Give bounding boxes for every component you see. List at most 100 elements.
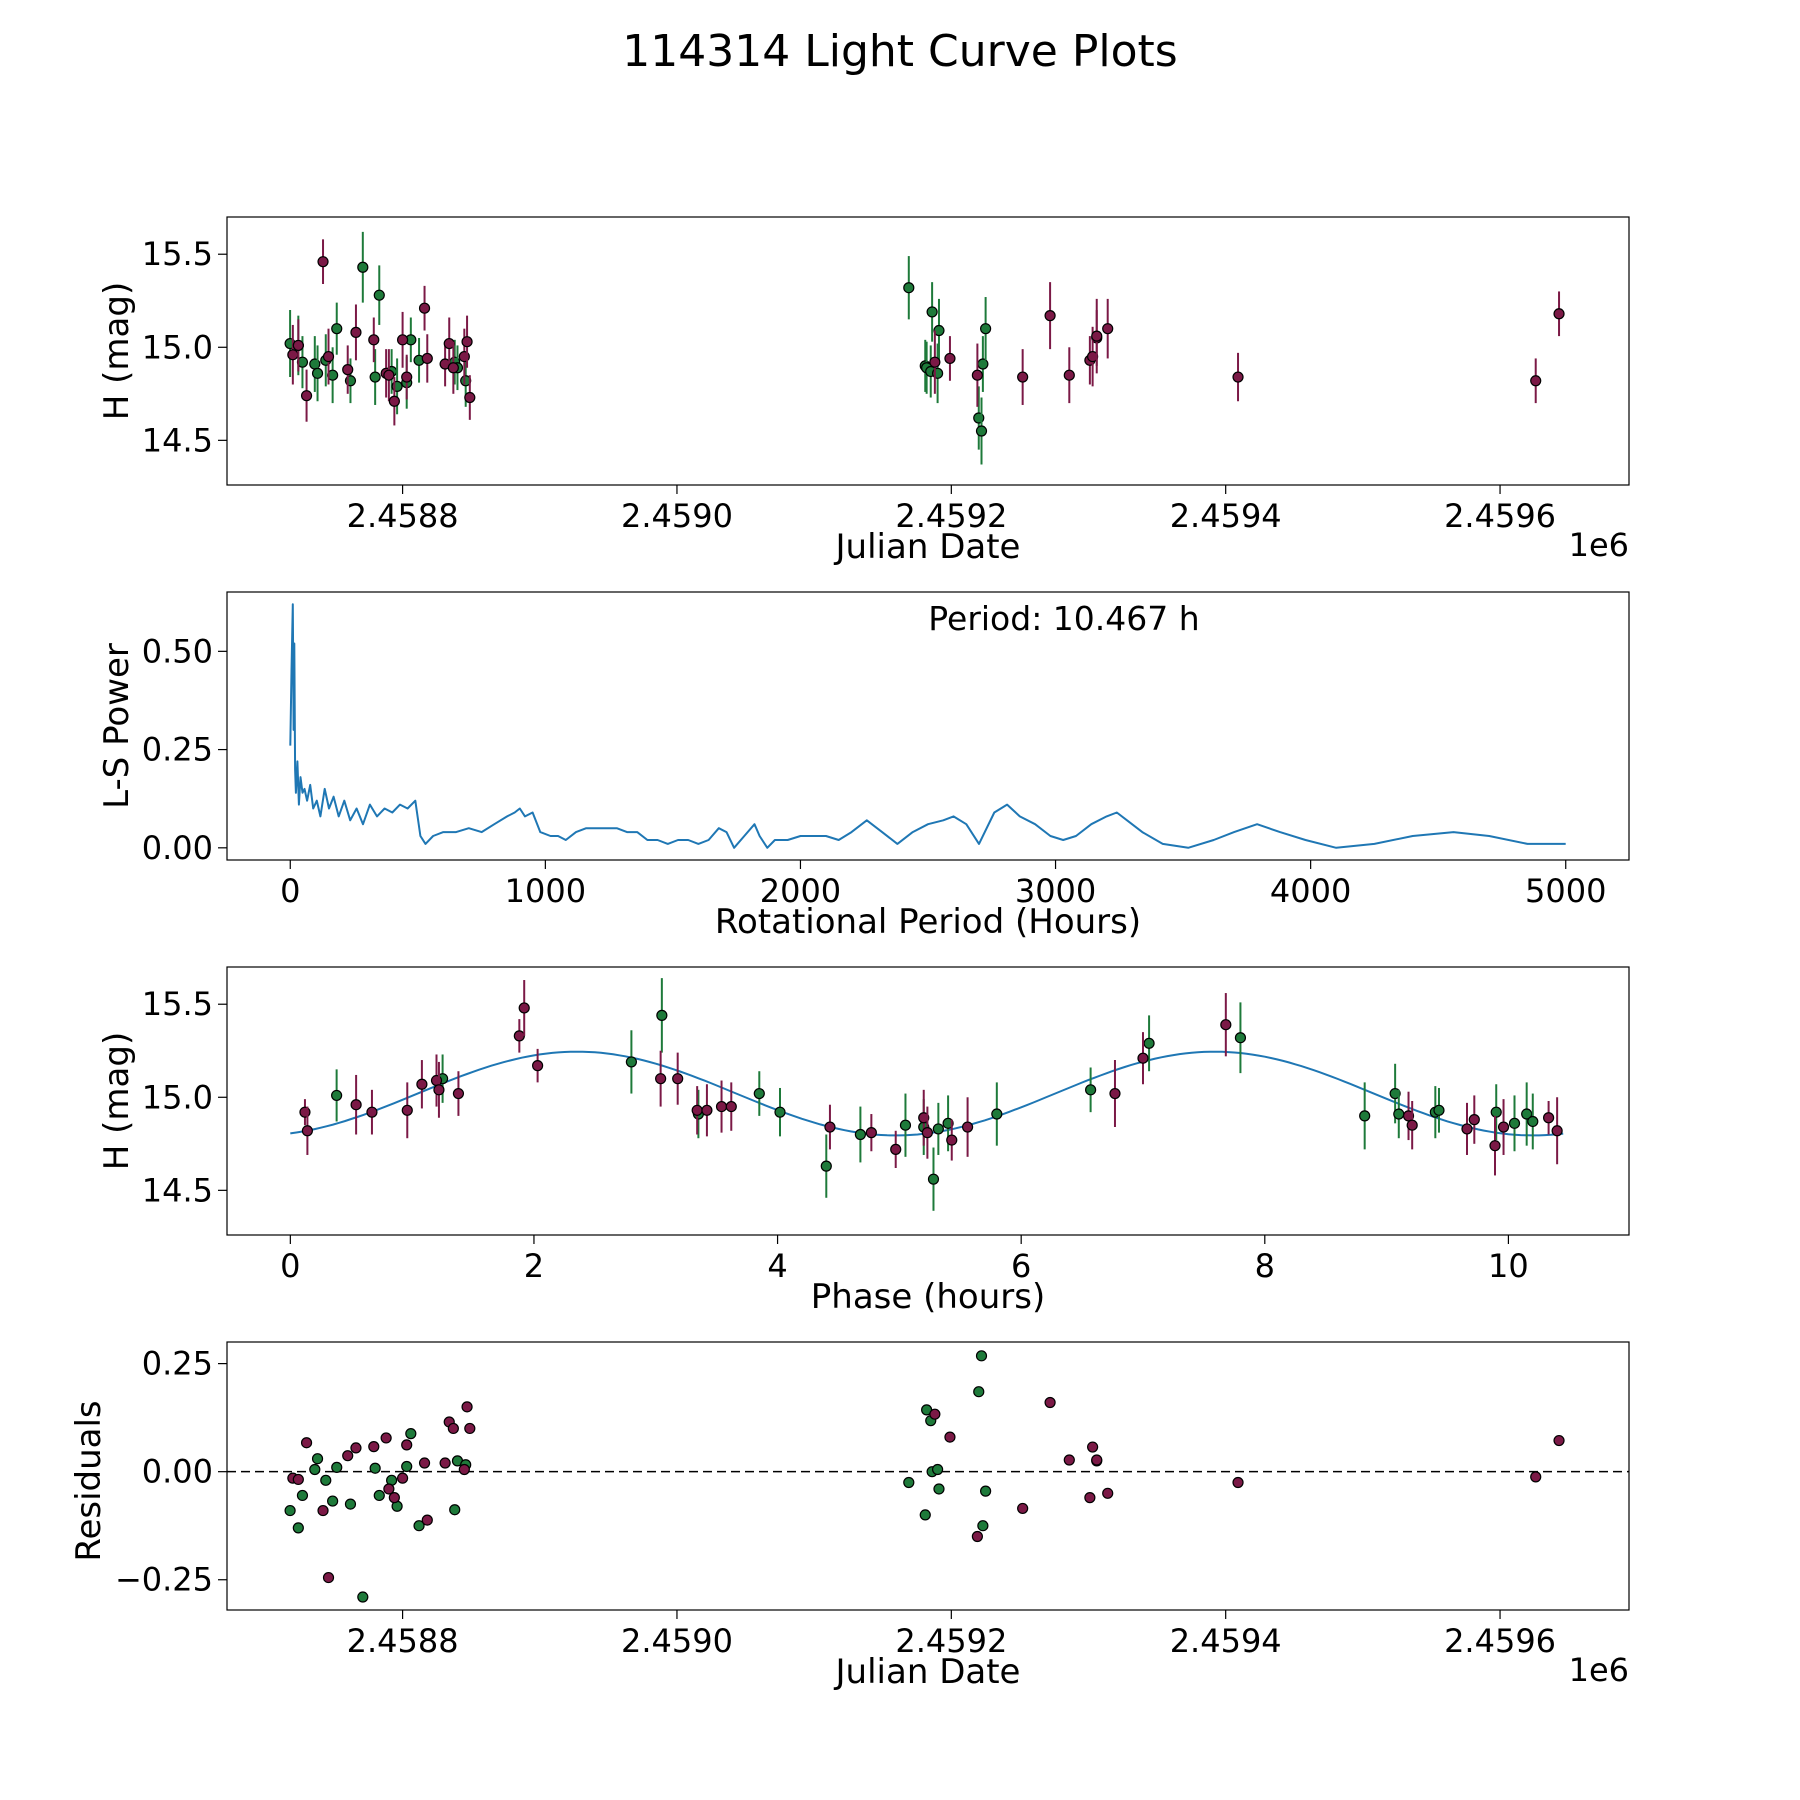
- phased-point-band-green: [1433, 1104, 1445, 1116]
- periodogram-plot-area: [289, 603, 1566, 849]
- lightcurve-point-band-maroon: [418, 302, 431, 314]
- phased-point-band-green: [1521, 1108, 1533, 1120]
- residuals-point-band-green: [284, 1504, 296, 1517]
- residuals-point-band-maroon: [380, 1432, 392, 1444]
- phased-point-band-green: [625, 1056, 637, 1068]
- residuals-point-band-maroon: [1102, 1487, 1114, 1499]
- residuals-point-band-maroon: [317, 1504, 329, 1517]
- phased-point-band-maroon: [715, 1100, 728, 1113]
- lightcurve-panel: 2.4588 2.4590 2.4592 2.4594 2.4596 14.5 15.0 15…: [97, 216, 1630, 567]
- periodogram-line: [289, 603, 1566, 849]
- residuals-point-band-maroon: [1087, 1441, 1099, 1453]
- residuals-xtick-label: 2.4590: [621, 1622, 733, 1660]
- phased-point-band-green: [1527, 1115, 1539, 1128]
- lightcurve-point-band-maroon: [388, 395, 400, 407]
- lightcurve-point-band-maroon: [929, 356, 941, 368]
- residuals-point-band-maroon: [322, 1571, 335, 1584]
- lightcurve-plot-area: [284, 231, 1565, 465]
- phased-point-band-maroon: [518, 1002, 530, 1014]
- residuals-point-band-maroon: [1044, 1396, 1056, 1409]
- residuals-point-band-green: [296, 1489, 309, 1502]
- periodogram-xtick-label: 1000: [505, 872, 586, 910]
- lightcurve-point-band-maroon: [1063, 369, 1075, 381]
- phased-point-band-green: [774, 1106, 786, 1118]
- phased-point-band-maroon: [416, 1078, 428, 1090]
- lightcurve-point-band-green: [357, 261, 369, 273]
- residuals-ytick-label: 0.25: [142, 1345, 213, 1383]
- residuals-xtick-label: 2.4594: [1170, 1622, 1282, 1660]
- lightcurve-point-band-maroon: [464, 391, 476, 404]
- residuals-point-band-green: [327, 1495, 339, 1507]
- residuals-point-band-maroon: [461, 1401, 473, 1413]
- phased-point-band-green: [1393, 1108, 1405, 1120]
- lightcurve-ytick-label: 14.5: [142, 421, 213, 459]
- periodogram-ytick-label: 0.50: [142, 632, 213, 670]
- phased-point-band-maroon: [946, 1134, 958, 1146]
- phased-xtick-label: 8: [1255, 1247, 1275, 1285]
- phased-point-band-green: [820, 1160, 832, 1172]
- residuals-point-band-maroon: [383, 1483, 395, 1495]
- phased-ylabel: H (mag): [97, 1032, 137, 1170]
- phased-point-band-green: [1085, 1084, 1097, 1096]
- phased-axes: 0 2 4 6 8 10 14.5 15.0 15.5: [142, 985, 1529, 1285]
- lightcurve-point-band-maroon: [401, 371, 413, 383]
- phased-point-band-maroon: [299, 1106, 311, 1118]
- residuals-point-band-maroon: [421, 1514, 433, 1526]
- lightcurve-point-band-maroon: [971, 369, 983, 381]
- phased-point-band-maroon: [865, 1127, 877, 1139]
- residuals-offset-label: 1e6: [1569, 1651, 1629, 1689]
- residuals-point-band-maroon: [929, 1408, 941, 1420]
- phased-point-band-green: [331, 1089, 343, 1102]
- phased-point-band-green: [927, 1173, 940, 1185]
- lightcurve-point-band-maroon: [322, 350, 335, 363]
- phased-point-band-green: [991, 1108, 1003, 1120]
- lightcurve-point-band-maroon: [342, 364, 354, 376]
- residuals-ytick-label: 0.00: [142, 1453, 213, 1491]
- residuals-point-band-maroon: [1553, 1434, 1565, 1447]
- phased-point-band-maroon: [301, 1125, 313, 1137]
- phased-point-band-green: [1234, 1032, 1247, 1044]
- lightcurve-point-band-green: [926, 306, 938, 318]
- residuals-point-band-green: [331, 1461, 343, 1473]
- phased-point-band-maroon: [691, 1104, 703, 1116]
- residuals-point-band-green: [980, 1485, 992, 1497]
- residuals-point-band-maroon: [388, 1492, 400, 1504]
- residuals-point-band-green: [973, 1386, 985, 1398]
- lightcurve-point-band-maroon: [350, 326, 362, 338]
- periodogram-xtick-label: 2000: [760, 872, 841, 910]
- residuals-point-band-green: [311, 1453, 324, 1465]
- lightcurve-point-band-green: [373, 289, 385, 301]
- period-annotation: Period: 10.467 h: [928, 599, 1199, 638]
- residuals-point-band-green: [977, 1520, 989, 1532]
- phased-point-band-maroon: [401, 1104, 413, 1116]
- residuals-frame: [226, 1341, 1630, 1611]
- periodogram-xtick-label: 3000: [1015, 872, 1096, 910]
- residuals-point-band-maroon: [300, 1437, 313, 1449]
- periodogram-panel: 0 1000 2000 3000 4000 5000 0.00 0.25 0.50 Period…: [97, 591, 1630, 942]
- lightcurve-point-band-green: [311, 367, 324, 379]
- phased-frame: [226, 966, 1630, 1236]
- lightcurve-point-band-maroon: [1044, 310, 1056, 322]
- phased-point-band-green: [1143, 1037, 1155, 1049]
- lightcurve-xlabel: Julian Date: [834, 527, 1021, 567]
- phased-point-band-maroon: [430, 1074, 443, 1087]
- residuals-point-band-maroon: [1017, 1502, 1029, 1515]
- phased-point-band-maroon: [655, 1073, 667, 1085]
- phased-point-band-maroon: [532, 1060, 544, 1072]
- residuals-point-band-maroon: [1530, 1471, 1542, 1483]
- lightcurve-xtick-label: 2.4594: [1170, 497, 1282, 535]
- lightcurve-point-band-maroon: [447, 362, 459, 374]
- residuals-point-band-green: [932, 1463, 944, 1476]
- lightcurve-point-band-maroon: [292, 339, 304, 352]
- phased-point-band-maroon: [961, 1121, 974, 1133]
- lightcurve-point-band-maroon: [461, 336, 473, 348]
- phased-point-band-maroon: [1406, 1119, 1418, 1131]
- phased-point-band-green: [932, 1123, 944, 1135]
- residuals-point-band-maroon: [944, 1431, 956, 1443]
- lightcurve-point-band-green: [369, 371, 381, 383]
- residuals-point-band-maroon: [350, 1442, 362, 1454]
- residuals-point-band-maroon: [1063, 1454, 1075, 1466]
- residuals-point-band-maroon: [971, 1530, 983, 1543]
- lightcurve-point-band-maroon: [287, 349, 299, 361]
- lightcurve-point-band-green: [975, 425, 988, 437]
